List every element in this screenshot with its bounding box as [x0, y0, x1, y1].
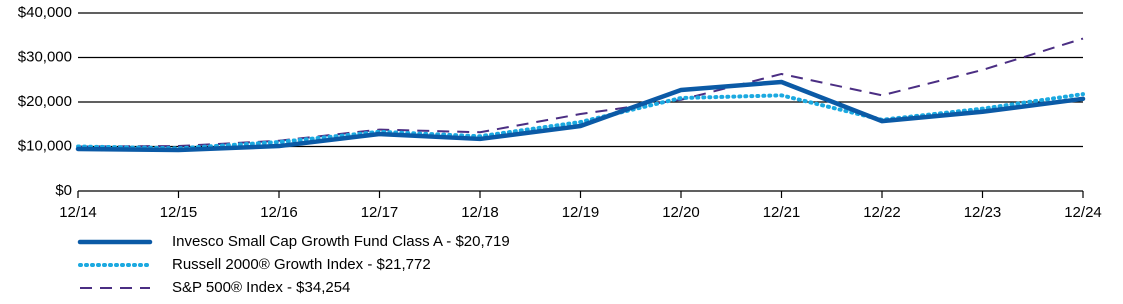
legend-label: S&P 500® Index - $34,254 [172, 279, 350, 296]
x-tick-label: 12/24 [1064, 204, 1102, 221]
legend-label: Invesco Small Cap Growth Fund Class A - … [172, 233, 510, 250]
x-tick-label: 12/16 [260, 204, 298, 221]
x-tick-label: 12/23 [964, 204, 1002, 221]
x-tick-label: 12/21 [763, 204, 801, 221]
y-tick-label: $30,000 [18, 48, 72, 65]
legend-label: Russell 2000® Growth Index - $21,772 [172, 256, 431, 273]
x-tick-label: 12/19 [562, 204, 600, 221]
x-tick-label: 12/20 [662, 204, 700, 221]
y-tick-label: $20,000 [18, 93, 72, 110]
x-tick-label: 12/22 [863, 204, 901, 221]
y-tick-label: $40,000 [18, 4, 72, 21]
series-line [75, 79, 1086, 153]
y-tick-label: $0 [55, 182, 72, 199]
x-tick-label: 12/17 [361, 204, 399, 221]
y-tick-label: $10,000 [18, 137, 72, 154]
x-tick-label: 12/18 [461, 204, 499, 221]
x-tick-label: 12/15 [160, 204, 198, 221]
x-tick-label: 12/14 [59, 204, 97, 221]
series-line [77, 37, 1084, 148]
